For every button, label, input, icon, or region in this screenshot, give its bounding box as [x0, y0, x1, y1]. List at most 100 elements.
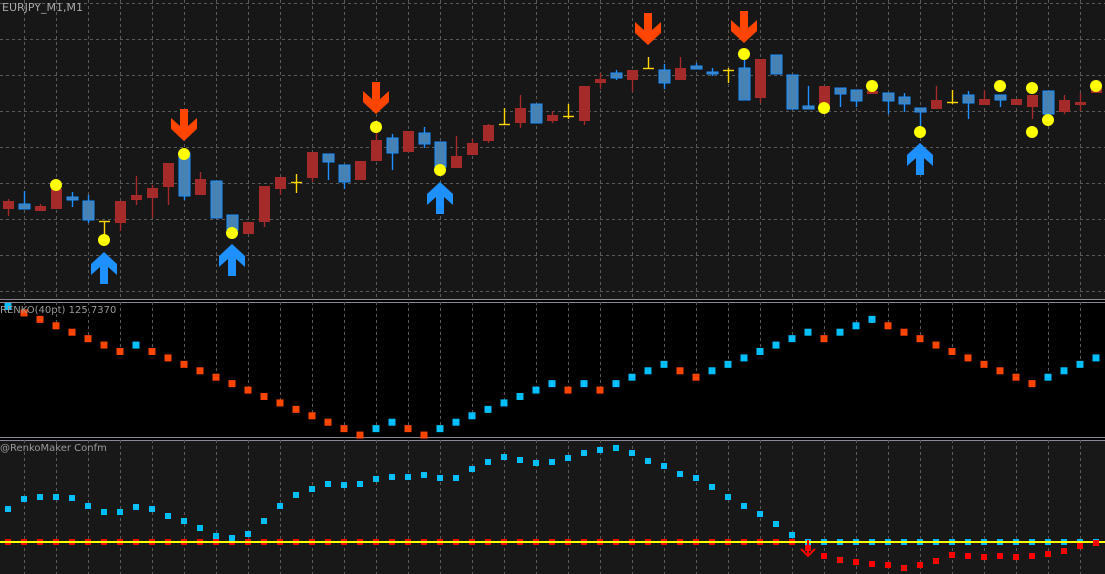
confirm-dot-down: [981, 554, 987, 560]
candle-body: [994, 94, 1007, 101]
renko-pane-background: [0, 302, 1105, 437]
renko-dot: [84, 335, 92, 343]
candle-body: [819, 86, 830, 108]
arrow-down-icon: [635, 13, 661, 45]
confirm-dot-up: [533, 460, 539, 466]
confirm-dot-up: [469, 466, 475, 472]
confirm-dot-up: [757, 511, 763, 517]
renko-dot: [788, 335, 796, 343]
candle-body: [338, 164, 351, 183]
candle-body: [3, 201, 14, 209]
confirm-dot-up: [421, 472, 427, 478]
candle-body: [451, 156, 462, 168]
confirm-dot-up: [693, 475, 699, 481]
renko-dot: [1028, 380, 1036, 388]
candle-body: [1059, 100, 1070, 112]
candle: [1042, 90, 1055, 115]
signal-dot: [914, 126, 926, 138]
renko-dot: [980, 360, 988, 368]
candle-body: [307, 152, 318, 178]
renko-dot: [452, 418, 460, 426]
candle-body: [610, 72, 623, 79]
candle: [403, 131, 414, 152]
signal-dot: [1042, 114, 1054, 126]
candle-body: [530, 103, 543, 124]
candle: [451, 136, 462, 168]
candle-body: [675, 68, 686, 80]
renko-dot: [116, 348, 124, 355]
candle-body: [115, 201, 126, 223]
confirm-dot-down: [853, 559, 859, 565]
renko-dot: [228, 380, 236, 388]
candle: [786, 74, 799, 110]
confirm-dot-up: [5, 506, 11, 512]
candle: [850, 89, 863, 107]
candle-body: [1075, 102, 1086, 105]
candle: [882, 92, 895, 114]
candle-body: [882, 92, 895, 102]
candle: [627, 70, 638, 92]
confirm-dot-down: [997, 553, 1003, 559]
candle-body: [386, 137, 399, 154]
candle: [1059, 95, 1070, 114]
candle-body: [706, 71, 719, 75]
candle: [770, 54, 783, 75]
confirm-dot-down: [821, 553, 827, 559]
candle-body: [259, 186, 270, 222]
renko-dot: [740, 354, 748, 362]
confirm-dot-up: [37, 494, 43, 500]
confirm-dot-up: [133, 504, 139, 510]
renko-dot: [612, 380, 620, 388]
arrow-up-icon: [219, 244, 245, 276]
candle-body: [627, 70, 638, 80]
candle-body: [418, 132, 431, 145]
candle: [322, 153, 335, 180]
confirm-dot-up: [741, 503, 747, 509]
renko-dot: [692, 373, 700, 381]
signal-dot: [50, 179, 62, 191]
renko-dot: [52, 322, 60, 330]
renko-dot: [516, 393, 524, 400]
renko-dot: [436, 425, 444, 433]
signal-dot: [434, 164, 446, 176]
renko-dot: [868, 315, 876, 323]
candle: [338, 164, 351, 189]
candle: [386, 134, 399, 170]
confirm-dot-up: [597, 447, 603, 453]
signal-dot: [1026, 82, 1038, 94]
renko-dot: [708, 367, 716, 375]
confirm-dot-up: [501, 454, 507, 460]
renko-dot: [532, 386, 540, 394]
renko-dot: [420, 431, 428, 439]
candle-body: [483, 125, 494, 141]
candle: [515, 95, 526, 128]
renko-dot: [212, 373, 220, 381]
confirm-dot-up: [21, 496, 27, 502]
renko-dot: [196, 367, 204, 375]
renko-dot: [628, 373, 636, 381]
renko-dot: [660, 360, 668, 368]
candle-body: [690, 65, 703, 70]
confirm-dot-up: [437, 475, 443, 481]
candle-body: [467, 143, 478, 155]
confirm-dot-up: [261, 518, 267, 524]
candle-body: [962, 94, 975, 104]
confirm-dot-down: [949, 552, 955, 558]
candle: [178, 152, 191, 200]
signal-dot: [178, 148, 190, 160]
candle: [610, 70, 623, 80]
confirm-dot-up: [101, 509, 107, 515]
renko-dot: [836, 328, 844, 336]
candle-body: [163, 163, 174, 187]
candle-body: [931, 100, 942, 109]
renko-dot: [580, 380, 588, 388]
renko-dot: [644, 367, 652, 375]
candle: [547, 111, 558, 123]
candle: [1011, 99, 1022, 105]
candle-body: [867, 91, 878, 94]
renko-dot: [804, 328, 812, 336]
candle: [947, 90, 958, 104]
candle: [147, 185, 158, 218]
